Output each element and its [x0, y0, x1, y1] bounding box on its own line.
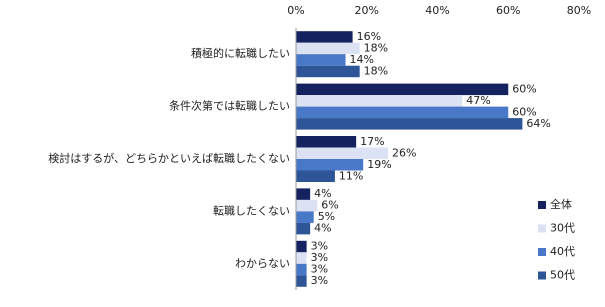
x-tick-label: 40%: [425, 4, 449, 17]
value-label: 60%: [512, 82, 536, 95]
value-label: 14%: [350, 53, 374, 66]
bar: [296, 54, 346, 66]
x-tick-label: 0%: [287, 4, 304, 17]
value-label: 4%: [314, 222, 331, 235]
legend-label: 40代: [550, 245, 575, 258]
category-label: 条件次第では転職したい: [169, 99, 290, 113]
bar: [296, 199, 318, 212]
category-label: わからない: [235, 257, 290, 270]
bar: [296, 240, 307, 253]
bar: [296, 65, 360, 78]
value-label: 26%: [392, 146, 416, 159]
bar: [296, 263, 307, 276]
value-label: 3%: [311, 251, 328, 264]
bar: [296, 106, 509, 119]
bar: [296, 136, 357, 148]
x-tick-label: 80%: [567, 4, 591, 17]
value-label: 6%: [321, 199, 338, 212]
bar: [296, 252, 307, 264]
value-label: 18%: [364, 64, 388, 77]
bar: [296, 118, 523, 130]
value-label: 5%: [318, 210, 335, 223]
bar: [296, 159, 364, 171]
value-label: 60%: [512, 105, 536, 118]
category-label: 積極的に転職したい: [191, 46, 290, 60]
legend-swatch: [538, 248, 546, 256]
bar: [296, 222, 311, 235]
category-label: 検討はするが、どちらかといえば転職したくない: [48, 151, 290, 165]
bar: [296, 147, 388, 159]
legend-swatch: [538, 201, 546, 209]
value-label: 4%: [314, 187, 331, 200]
value-label: 3%: [311, 240, 328, 253]
x-tick-label: 60%: [496, 4, 520, 17]
legend-swatch: [538, 271, 546, 280]
value-label: 3%: [311, 263, 328, 276]
legend-swatch: [538, 224, 546, 233]
value-label: 11%: [339, 169, 363, 182]
value-label: 17%: [360, 135, 384, 148]
x-tick-label: 20%: [355, 4, 379, 17]
bar: [296, 83, 509, 96]
category-label: 転職したくない: [213, 204, 290, 217]
bar: [296, 42, 360, 55]
value-label: 18%: [364, 41, 388, 54]
legend-label: 全体: [550, 197, 572, 211]
legend-label: 50代: [550, 269, 575, 282]
bar: [296, 95, 463, 107]
value-label: 3%: [311, 274, 328, 287]
bar: [296, 31, 353, 43]
bar: [296, 170, 335, 182]
bar: [296, 211, 314, 223]
bar: [296, 188, 311, 200]
value-label: 16%: [357, 30, 381, 43]
value-label: 47%: [466, 94, 490, 107]
value-label: 19%: [367, 158, 391, 171]
legend-label: 30代: [550, 222, 575, 235]
value-label: 64%: [526, 117, 550, 130]
bar: [296, 275, 307, 287]
